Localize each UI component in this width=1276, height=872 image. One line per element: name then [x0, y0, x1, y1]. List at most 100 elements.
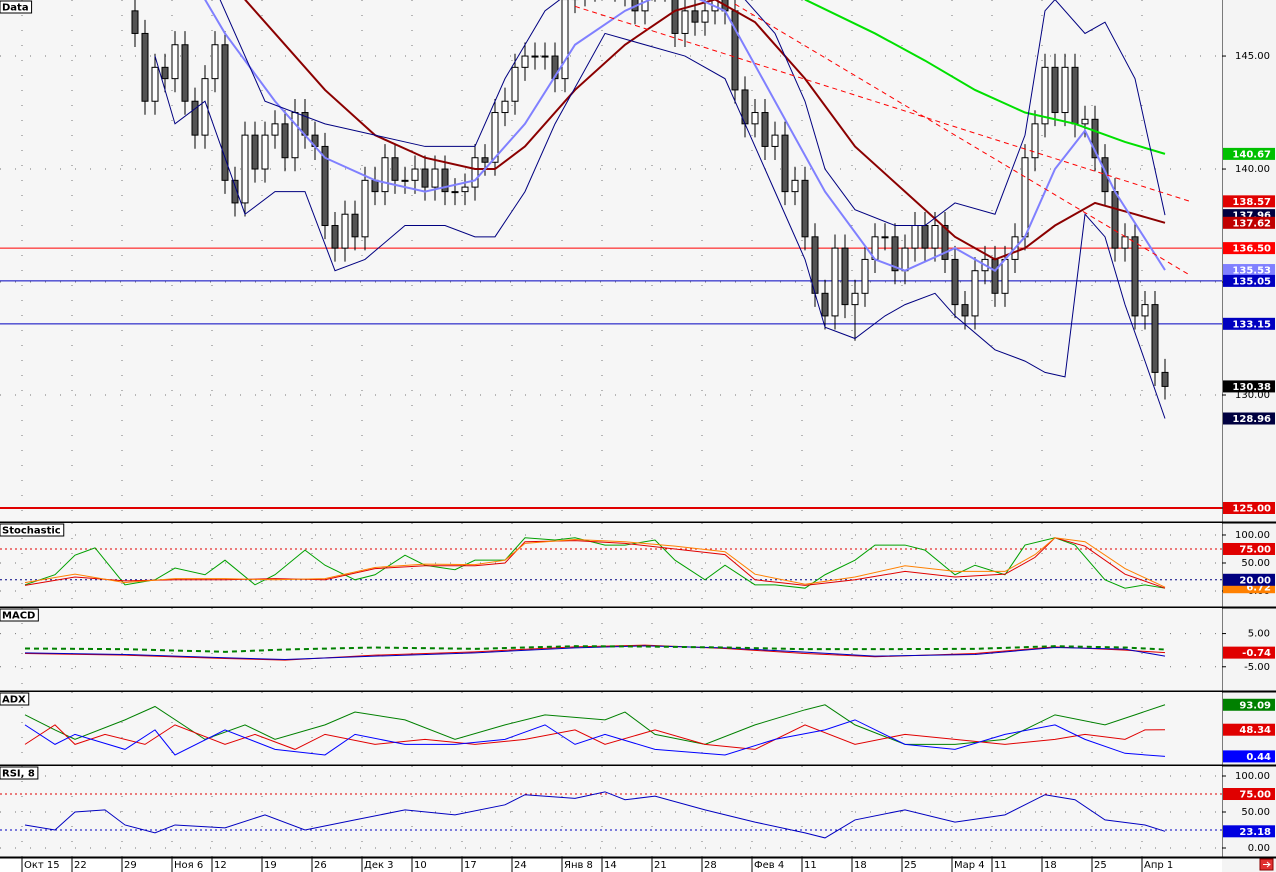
candle-body	[381, 157, 389, 193]
series-line	[244, 0, 1166, 261]
x-tick-label: 25	[904, 860, 917, 871]
series-line	[24, 645, 1166, 660]
x-tick-label: 18	[1044, 860, 1057, 871]
x-tick-label: Мар 4	[954, 860, 985, 871]
panel-title: MACD	[2, 611, 35, 622]
candle-body	[551, 55, 559, 80]
price-box-label: 0.44	[1246, 752, 1271, 763]
price-box	[1223, 412, 1275, 425]
candle-body	[1141, 304, 1149, 317]
price-box	[1223, 646, 1275, 659]
candle-body	[1021, 157, 1029, 238]
price-box-label: 137.62	[1232, 218, 1271, 229]
x-tick-label: 19	[264, 860, 277, 871]
price-box	[1223, 542, 1275, 555]
candle-body	[771, 134, 779, 147]
candle-body	[731, 10, 739, 91]
candle-body	[1051, 66, 1059, 114]
panel-title-box	[0, 608, 39, 622]
x-tick-label: 11	[994, 860, 1007, 871]
candle-body	[361, 179, 369, 238]
candle-body	[691, 10, 699, 23]
candle-body	[461, 186, 469, 193]
candle-body	[891, 236, 899, 272]
x-tick-label: Фев 4	[754, 860, 784, 871]
candle-body	[241, 134, 249, 204]
candle-body	[441, 168, 449, 193]
candle-body	[751, 112, 759, 125]
candle-body	[991, 258, 999, 294]
candle-body	[421, 168, 429, 188]
x-tick-label: Дек 3	[364, 860, 394, 871]
y-tick-label: 145.00	[1235, 51, 1270, 62]
candle-body	[541, 55, 549, 58]
candle-body	[1001, 258, 1009, 294]
price-box	[1223, 825, 1275, 838]
price-box	[1223, 195, 1275, 208]
candle-body	[1131, 236, 1139, 317]
x-tick-label: Окт 15	[24, 860, 60, 871]
candle-body	[1111, 191, 1119, 249]
candle-body	[961, 304, 969, 317]
candle-body	[141, 32, 149, 102]
x-tick-label: 26	[314, 860, 327, 871]
candle-body	[341, 213, 349, 249]
candle-body	[281, 123, 289, 159]
candle-body	[491, 112, 499, 163]
panel-plot	[0, 766, 1222, 857]
price-box-label: 138.57	[1232, 197, 1271, 208]
panel-background	[0, 692, 1222, 765]
series-line	[24, 644, 1166, 661]
price-box-label: 133.15	[1232, 319, 1271, 330]
candle-body	[401, 179, 409, 182]
price-box	[1223, 501, 1275, 514]
candle-body	[261, 134, 269, 170]
price-box-label: 136.50	[1232, 244, 1271, 255]
panel-title-box	[0, 0, 33, 14]
candle-body	[321, 145, 329, 227]
series-line	[734, 3, 1191, 276]
candle-body	[931, 225, 939, 249]
candle-body	[1161, 371, 1169, 387]
candle-body	[151, 66, 159, 102]
candle-body	[781, 134, 789, 193]
panel-title: Stochastic	[2, 526, 61, 537]
series-line	[155, 0, 1166, 227]
candle-body	[941, 225, 949, 260]
panel-title-box	[0, 523, 65, 537]
corner-icon-arrow	[1263, 861, 1271, 868]
series-line	[24, 645, 1166, 653]
candle-body	[901, 247, 909, 272]
candle-body	[801, 179, 809, 238]
candle-body	[391, 157, 399, 181]
y-tick-label: 130.00	[1235, 390, 1270, 401]
candle-body	[191, 100, 199, 136]
y-tick-label: 5.00	[1248, 629, 1270, 640]
candle-body	[201, 78, 209, 136]
series-line	[204, 0, 1166, 272]
panel-plot	[0, 0, 1222, 522]
candle-body	[351, 213, 359, 238]
x-tick-label: Ноя 6	[174, 860, 203, 871]
candle-body	[331, 225, 339, 249]
candle-body	[681, 10, 689, 34]
x-tick-label: 21	[654, 860, 667, 871]
candle-body	[881, 236, 889, 239]
price-box-label: 135.05	[1232, 276, 1271, 287]
candle-body	[1031, 123, 1039, 159]
panel-title: RSI, 8	[2, 769, 35, 780]
price-box-label: 130.38	[1232, 382, 1271, 393]
x-tick-label: 18	[854, 860, 867, 871]
price-box	[1223, 264, 1275, 277]
candle-body	[791, 179, 799, 193]
candle-body	[181, 44, 189, 102]
series-line	[804, 0, 1166, 155]
price-box	[1223, 380, 1275, 393]
candle-body	[861, 258, 869, 294]
panel-title: ADX	[2, 695, 26, 706]
candle-body	[821, 292, 829, 317]
candle-body	[501, 100, 509, 114]
price-box	[1223, 698, 1275, 711]
candle-body	[831, 247, 839, 317]
